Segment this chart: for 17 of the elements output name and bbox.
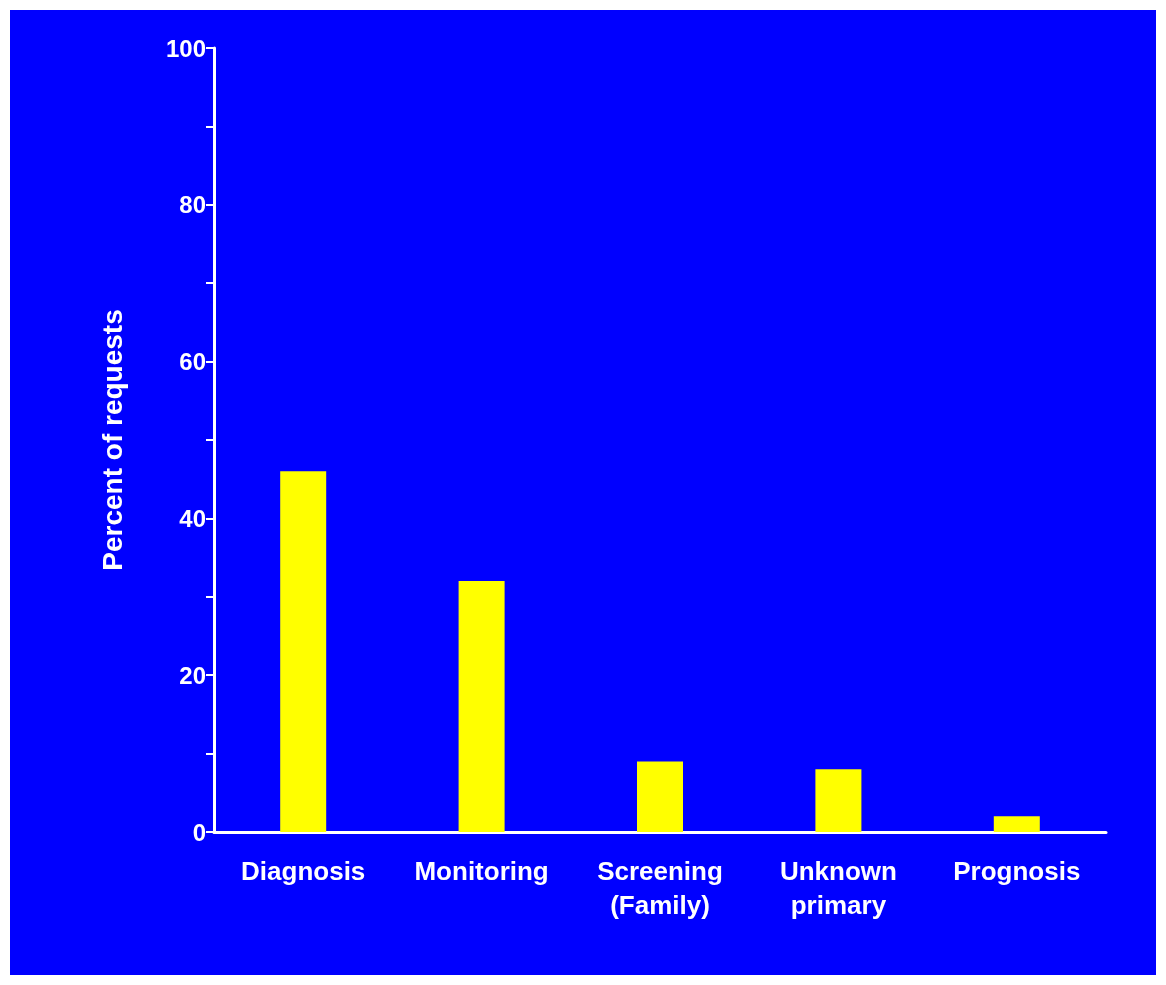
x-tick-label: Monitoring: [414, 856, 549, 886]
bar: [637, 761, 683, 832]
x-tick-label: Screening (Family): [597, 856, 723, 920]
y-tick-label: 20: [179, 661, 206, 689]
bar: [815, 769, 862, 832]
y-tick-label: 60: [179, 348, 206, 376]
bar: [993, 816, 1040, 832]
y-tick-label: 80: [179, 191, 206, 219]
y-tick-label: 40: [179, 504, 206, 532]
x-tick-label: Prognosis: [953, 856, 1081, 886]
x-tick-label: Unknown primary: [779, 856, 897, 920]
bar: [280, 471, 327, 832]
y-tick-label: 100: [165, 34, 206, 62]
x-tick-label: Diagnosis: [241, 856, 366, 886]
bar: [458, 581, 505, 832]
y-tick-label: 0: [192, 818, 206, 846]
y-axis-title: Percent of requests: [96, 309, 128, 571]
